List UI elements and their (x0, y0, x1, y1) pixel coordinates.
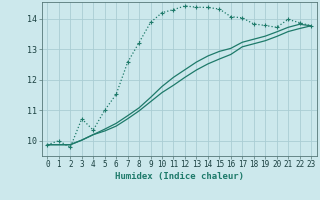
X-axis label: Humidex (Indice chaleur): Humidex (Indice chaleur) (115, 172, 244, 181)
